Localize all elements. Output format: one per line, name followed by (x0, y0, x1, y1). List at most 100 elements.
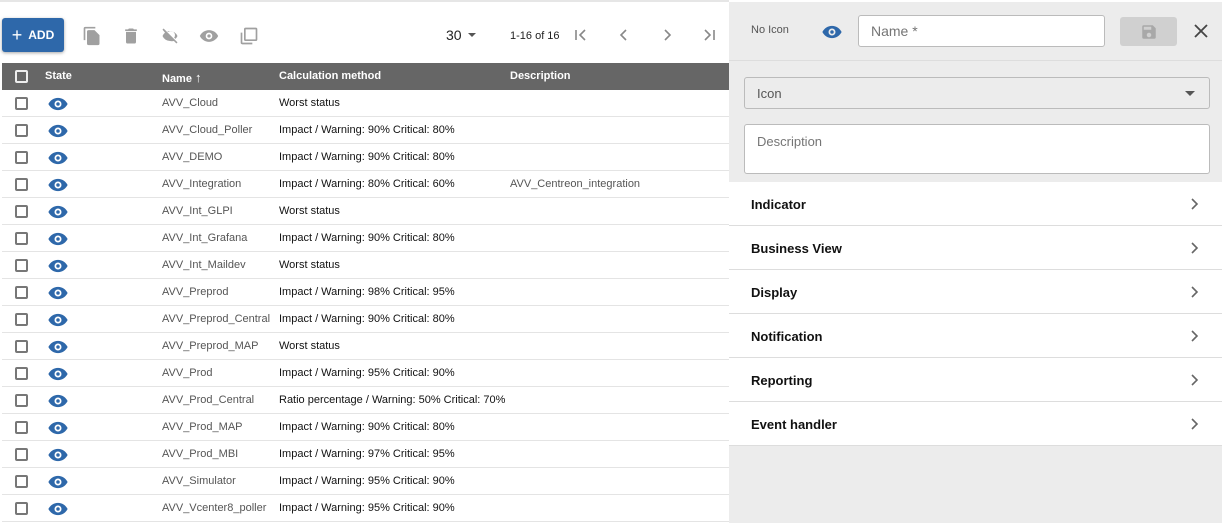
rows-per-page-select[interactable]: 30 (446, 27, 476, 43)
table-row[interactable]: AVV_Preprod Impact / Warning: 98% Critic… (2, 279, 729, 306)
row-checkbox[interactable] (15, 205, 28, 218)
section-business-view[interactable]: Business View (729, 226, 1222, 270)
state-enabled-eye-icon[interactable] (47, 448, 69, 462)
row-checkbox[interactable] (15, 340, 28, 353)
first-page-icon[interactable] (572, 26, 590, 44)
section-display[interactable]: Display (729, 270, 1222, 314)
row-calculation-method: Impact / Warning: 90% Critical: 80% (279, 232, 455, 244)
state-enabled-eye-icon[interactable] (47, 367, 69, 381)
section-reporting[interactable]: Reporting (729, 358, 1222, 402)
panel-header: No Icon (729, 2, 1222, 61)
table-row[interactable]: AVV_Prod_MAP Impact / Warning: 90% Criti… (2, 414, 729, 441)
icon-select-label: Icon (757, 86, 782, 101)
table-row[interactable]: AVV_Prod_Central Ratio percentage / Warn… (2, 387, 729, 414)
row-checkbox[interactable] (15, 367, 28, 380)
row-name: AVV_Preprod_Central (162, 313, 271, 325)
row-name: AVV_Int_GLPI (162, 205, 233, 217)
table-row[interactable]: AVV_Cloud_Poller Impact / Warning: 90% C… (2, 117, 729, 144)
row-checkbox[interactable] (15, 475, 28, 488)
state-enabled-eye-icon[interactable] (47, 286, 69, 300)
table-row[interactable]: AVV_Cloud Worst status (2, 90, 729, 117)
state-enabled-eye-icon[interactable] (47, 178, 69, 192)
table-row[interactable]: AVV_Prod Impact / Warning: 95% Critical:… (2, 360, 729, 387)
row-checkbox[interactable] (15, 394, 28, 407)
section-label: Indicator (751, 197, 806, 212)
state-enabled-eye-icon[interactable] (47, 151, 69, 165)
table-row[interactable]: AVV_Preprod_Central Impact / Warning: 90… (2, 306, 729, 333)
section-label: Display (751, 285, 798, 300)
icon-select[interactable]: Icon (744, 77, 1210, 109)
disable-icon[interactable] (160, 26, 180, 46)
select-all-checkbox[interactable] (15, 70, 28, 83)
state-enabled-eye-icon[interactable] (47, 394, 69, 408)
add-button[interactable]: + ADD (2, 18, 64, 52)
state-enabled-eye-icon[interactable] (47, 340, 69, 354)
business-activity-list: + ADD 30 1-16 of 16 State Name ↑ Calculat… (0, 0, 729, 522)
row-checkbox[interactable] (15, 178, 28, 191)
edit-panel: No Icon Icon Indicator Business View Displ… (729, 2, 1222, 523)
column-calculation-method[interactable]: Calculation method (279, 70, 382, 82)
section-indicator[interactable]: Indicator (729, 182, 1222, 226)
row-calculation-method: Impact / Warning: 90% Critical: 80% (279, 421, 455, 433)
plus-icon: + (11, 25, 23, 45)
caret-down-icon (467, 33, 476, 37)
state-enabled-eye-icon[interactable] (47, 124, 69, 138)
table-row[interactable]: AVV_Integration Impact / Warning: 80% Cr… (2, 171, 729, 198)
row-checkbox[interactable] (15, 232, 28, 245)
state-enabled-eye-icon[interactable] (47, 313, 69, 327)
duplicate-icon[interactable] (82, 26, 102, 46)
row-checkbox[interactable] (15, 502, 28, 515)
table-row[interactable]: AVV_Prod_MBI Impact / Warning: 97% Criti… (2, 441, 729, 468)
save-button[interactable] (1120, 17, 1177, 46)
name-input[interactable] (858, 15, 1105, 47)
enable-icon[interactable] (199, 26, 219, 46)
state-enabled-eye-icon[interactable] (47, 205, 69, 219)
table-row[interactable]: AVV_DEMO Impact / Warning: 90% Critical:… (2, 144, 729, 171)
delete-icon[interactable] (121, 26, 141, 46)
state-enabled-eye-icon[interactable] (47, 97, 69, 111)
state-enabled-eye-icon[interactable] (47, 421, 69, 435)
row-name: AVV_Preprod_MAP (162, 340, 259, 352)
table-row[interactable]: AVV_Int_Maildev Worst status (2, 252, 729, 279)
last-page-icon[interactable] (700, 26, 718, 44)
state-enabled-eye-icon[interactable] (47, 259, 69, 273)
row-checkbox[interactable] (15, 151, 28, 164)
table-row[interactable]: AVV_Preprod_MAP Worst status (2, 333, 729, 360)
table-row[interactable]: AVV_Int_GLPI Worst status (2, 198, 729, 225)
row-checkbox[interactable] (15, 448, 28, 461)
row-checkbox[interactable] (15, 259, 28, 272)
row-name: AVV_Vcenter8_poller (162, 502, 267, 514)
row-checkbox[interactable] (15, 313, 28, 326)
state-enabled-eye-icon[interactable] (47, 475, 69, 489)
row-description: AVV_Centreon_integration (510, 178, 641, 190)
row-name: AVV_Int_Maildev (162, 259, 246, 271)
massive-change-icon[interactable] (239, 26, 259, 46)
description-input[interactable] (744, 124, 1210, 174)
no-icon-label: No Icon (751, 24, 789, 36)
row-name: AVV_Cloud_Poller (162, 124, 253, 136)
table-row[interactable]: AVV_Int_Grafana Impact / Warning: 90% Cr… (2, 225, 729, 252)
previous-page-icon[interactable] (615, 26, 633, 44)
row-calculation-method: Impact / Warning: 90% Critical: 80% (279, 313, 455, 325)
section-notification[interactable]: Notification (729, 314, 1222, 358)
column-name[interactable]: Name ↑ (162, 70, 202, 85)
row-checkbox[interactable] (15, 124, 28, 137)
row-checkbox[interactable] (15, 421, 28, 434)
section-event-handler[interactable]: Event handler (729, 402, 1222, 446)
column-state[interactable]: State (45, 70, 72, 82)
save-icon (1141, 24, 1156, 39)
caret-down-icon (1185, 91, 1195, 96)
column-description[interactable]: Description (510, 70, 571, 82)
table-row[interactable]: AVV_Vcenter8_poller Impact / Warning: 95… (2, 495, 729, 522)
row-checkbox[interactable] (15, 286, 28, 299)
row-calculation-method: Impact / Warning: 97% Critical: 95% (279, 448, 455, 460)
table-row[interactable]: AVV_Simulator Impact / Warning: 95% Crit… (2, 468, 729, 495)
state-enabled-eye-icon[interactable] (47, 232, 69, 246)
row-calculation-method: Impact / Warning: 95% Critical: 90% (279, 367, 455, 379)
close-icon[interactable] (1192, 22, 1210, 40)
state-enabled-eye-icon[interactable] (47, 502, 69, 516)
next-page-icon[interactable] (658, 26, 676, 44)
eye-icon[interactable] (821, 25, 843, 39)
chevron-right-icon (1191, 330, 1199, 342)
row-checkbox[interactable] (15, 97, 28, 110)
